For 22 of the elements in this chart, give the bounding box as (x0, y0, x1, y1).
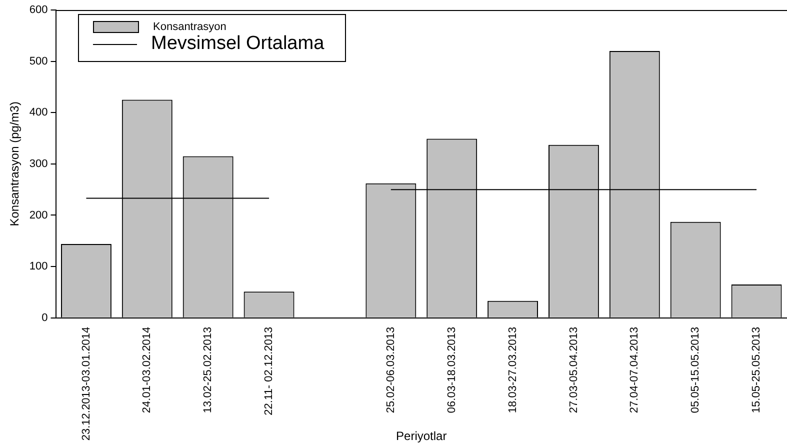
y-tick-label: 100 (29, 260, 48, 273)
x-tick-label: 27.04-07.04.2013 (628, 326, 641, 414)
x-tick-label: 18.03-27.03.2013 (506, 326, 519, 414)
x-tick-label: 24.01-03.02.2014 (141, 326, 154, 414)
y-tick-label: 500 (29, 55, 48, 68)
x-tick-label: 15.05-25.05.2013 (750, 326, 763, 414)
x-tick-label: 05.05-15.05.2013 (690, 326, 702, 414)
y-tick-label: 300 (29, 158, 48, 170)
legend-label: Mevsimsel Ortalama (151, 33, 324, 55)
y-tick-label: 200 (29, 209, 48, 222)
x-tick-label: 13.02-25.02.2013 (202, 326, 214, 414)
x-tick-label: 27.03-05.04.2013 (568, 326, 580, 414)
x-tick-label: 22.11- 02.12.2013 (263, 326, 276, 416)
x-tick-label: 06.03-18.03.2013 (446, 326, 458, 414)
y-axis-title: Konsantrasyon (pg/m3) (8, 102, 22, 226)
x-axis-title: Periyotlar (396, 429, 447, 444)
legend-label: Konsantrasyon (153, 21, 226, 33)
y-tick-label: 400 (29, 106, 48, 119)
x-tick-label: 23.12.2013-03.01.2014 (80, 326, 92, 441)
y-tick-label: 600 (29, 4, 48, 16)
x-tick-label: 25.02-06.03.2013 (384, 326, 397, 414)
y-tick-label: 0 (42, 312, 48, 324)
